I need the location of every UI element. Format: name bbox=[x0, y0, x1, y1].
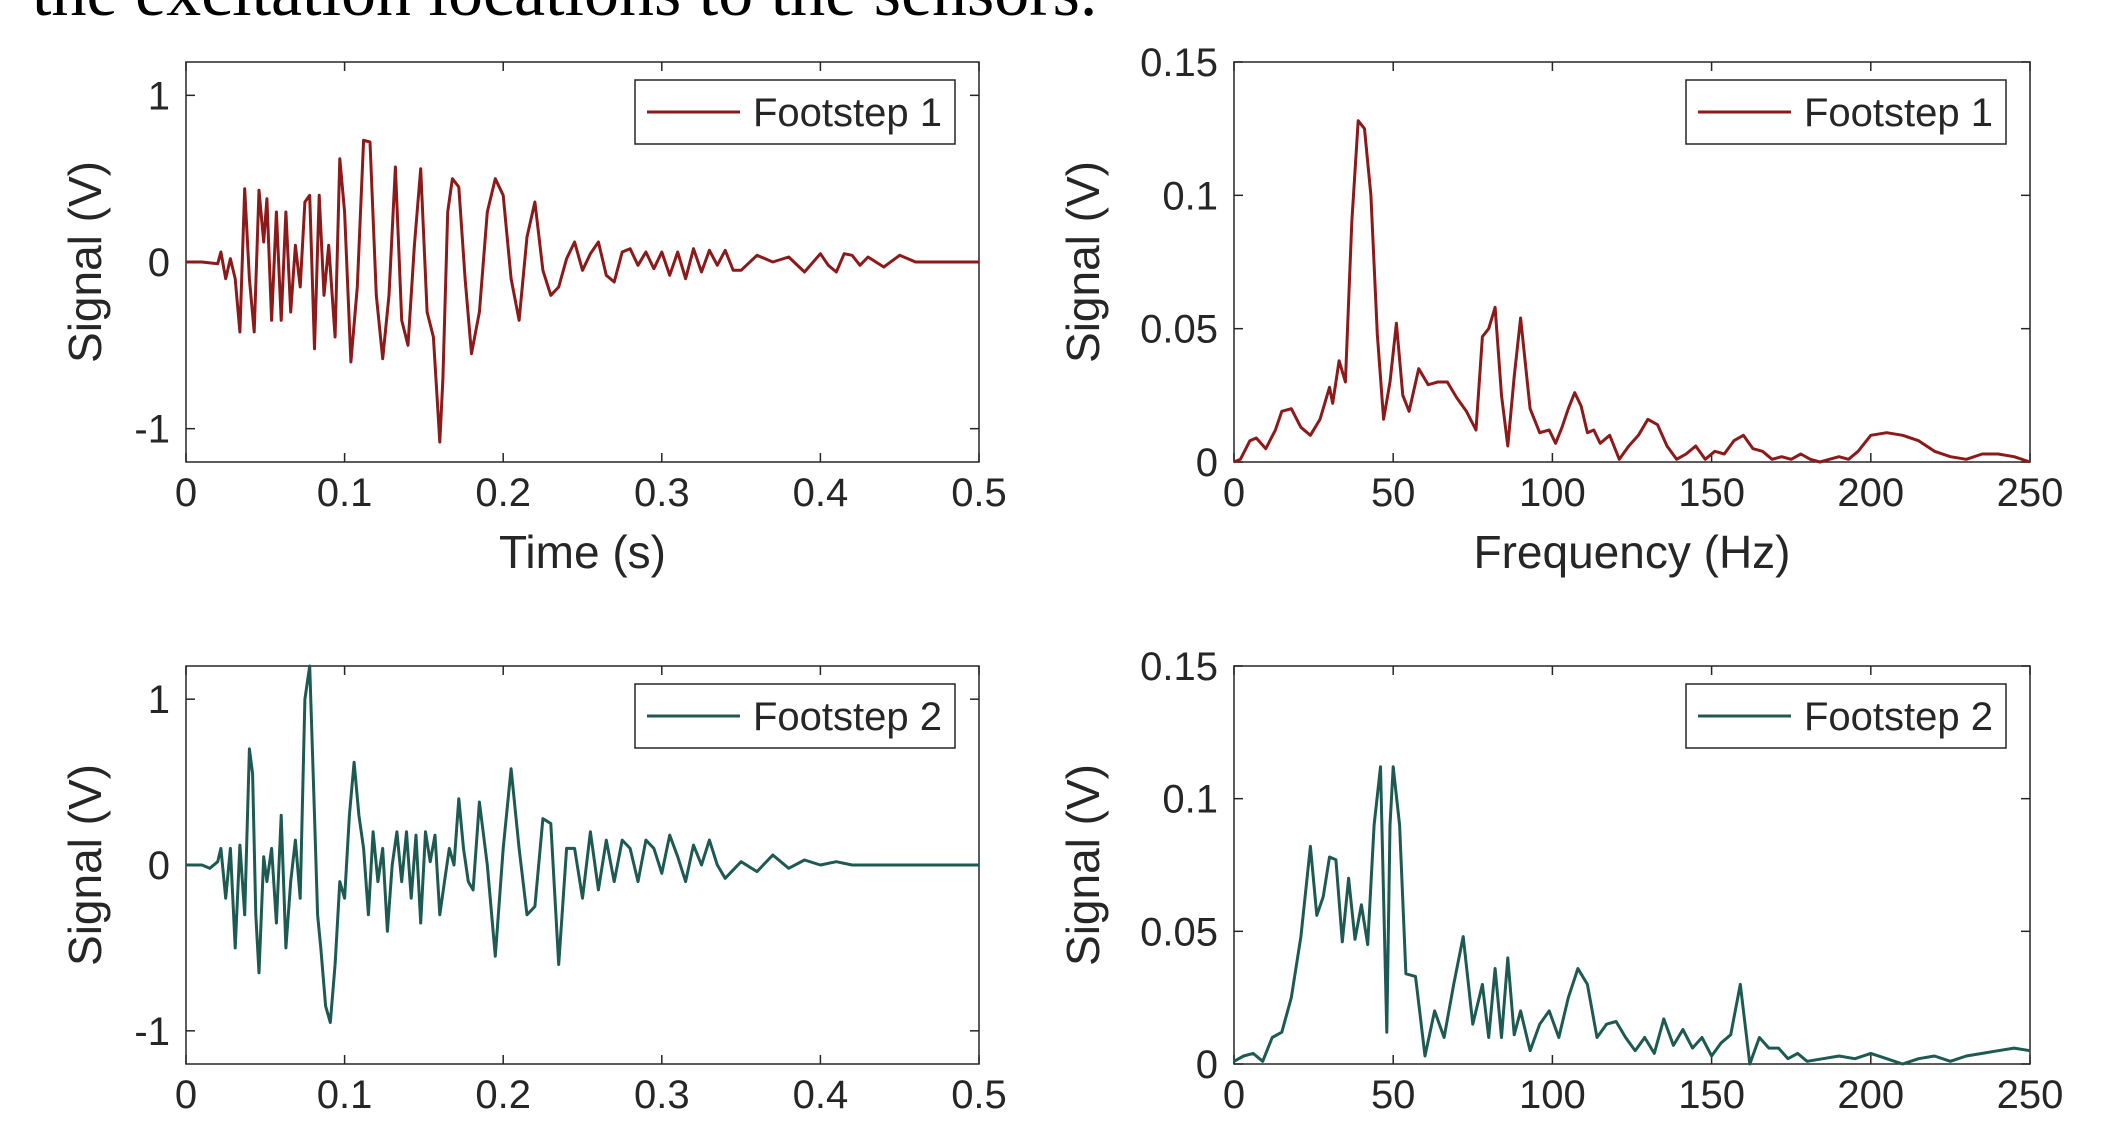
x-tick-label: 0 bbox=[175, 471, 197, 515]
y-tick-label: -1 bbox=[134, 408, 170, 452]
y-tick-label: 0.15 bbox=[1140, 645, 1218, 689]
x-tick-label: 0.4 bbox=[793, 471, 849, 515]
chart-panel-4: 0 50 100 150 200 250 0 0.05 0.1 0.15 Signal (V) Foo… bbox=[1057, 645, 2063, 1117]
x-tick-label: 0.4 bbox=[793, 1073, 849, 1117]
y-axis-label: Signal (V) bbox=[1057, 161, 1109, 363]
legend-label: Footstep 2 bbox=[1804, 695, 1993, 739]
x-axis-label: Frequency (Hz) bbox=[1474, 526, 1791, 578]
legend: Footstep 1 bbox=[634, 79, 956, 145]
x-tick-label: 0.2 bbox=[475, 471, 531, 515]
x-tick-label: 0.3 bbox=[634, 1073, 690, 1117]
y-tick-label: 0.1 bbox=[1162, 174, 1218, 218]
legend-label: Footstep 1 bbox=[1804, 91, 1993, 135]
x-tick-label: 150 bbox=[1678, 471, 1745, 515]
x-axis-label: Time (s) bbox=[499, 526, 666, 578]
legend-label: Footstep 2 bbox=[753, 695, 942, 739]
x-tick-label: 0.1 bbox=[317, 1073, 373, 1117]
x-tick-label: 0.2 bbox=[475, 1073, 531, 1117]
x-tick-label: 0 bbox=[1223, 471, 1245, 515]
y-tick-label: 0 bbox=[148, 241, 170, 285]
x-tick-label: 0.3 bbox=[634, 471, 690, 515]
x-tick-label: 50 bbox=[1371, 1073, 1416, 1117]
y-tick-label: 0 bbox=[148, 844, 170, 888]
y-axis-label: Signal (V) bbox=[59, 764, 111, 966]
y-tick-label: 0 bbox=[1196, 441, 1218, 485]
x-tick-label: 0 bbox=[1223, 1073, 1245, 1117]
legend: Footstep 1 bbox=[1685, 79, 2007, 145]
series-line-1 bbox=[1233, 119, 2031, 464]
y-tick-label: 1 bbox=[148, 678, 170, 722]
x-tick-label: 0.5 bbox=[951, 1073, 1007, 1117]
x-tick-label: 250 bbox=[1997, 471, 2064, 515]
y-axis-label: Signal (V) bbox=[1057, 764, 1109, 966]
x-tick-label: 100 bbox=[1519, 471, 1586, 515]
x-tick-label: 0 bbox=[175, 1073, 197, 1117]
legend-label: Footstep 1 bbox=[753, 91, 942, 135]
legend: Footstep 2 bbox=[1685, 683, 2007, 749]
x-tick-label: 0.5 bbox=[951, 471, 1007, 515]
series-line-1 bbox=[186, 138, 979, 444]
x-tick-label: 50 bbox=[1371, 471, 1416, 515]
x-tick-label: 0.1 bbox=[317, 471, 373, 515]
y-tick-label: 1 bbox=[148, 74, 170, 118]
y-axis-label: Signal (V) bbox=[59, 161, 111, 363]
x-tick-label: 250 bbox=[1997, 1073, 2064, 1117]
x-tick-label: 200 bbox=[1837, 1073, 1904, 1117]
series-line-1 bbox=[1233, 765, 2031, 1066]
x-tick-label: 150 bbox=[1678, 1073, 1745, 1117]
chart-panel-2: 0 50 100 150 200 250 0 0.05 0.1 0.15 Frequency (Hz… bbox=[1057, 41, 2063, 578]
y-tick-label: 0.1 bbox=[1162, 778, 1218, 822]
y-tick-label: 0 bbox=[1196, 1043, 1218, 1087]
y-tick-label: -1 bbox=[134, 1010, 170, 1054]
y-tick-label: 0.05 bbox=[1140, 308, 1218, 352]
caption-text: the excitation locations to the sensors. bbox=[32, 0, 1097, 28]
legend: Footstep 2 bbox=[634, 683, 956, 749]
y-tick-label: 0.15 bbox=[1140, 41, 1218, 85]
series-line-1 bbox=[186, 664, 979, 1024]
y-tick-label: 0.05 bbox=[1140, 910, 1218, 954]
x-tick-label: 100 bbox=[1519, 1073, 1586, 1117]
x-tick-label: 200 bbox=[1837, 471, 1904, 515]
